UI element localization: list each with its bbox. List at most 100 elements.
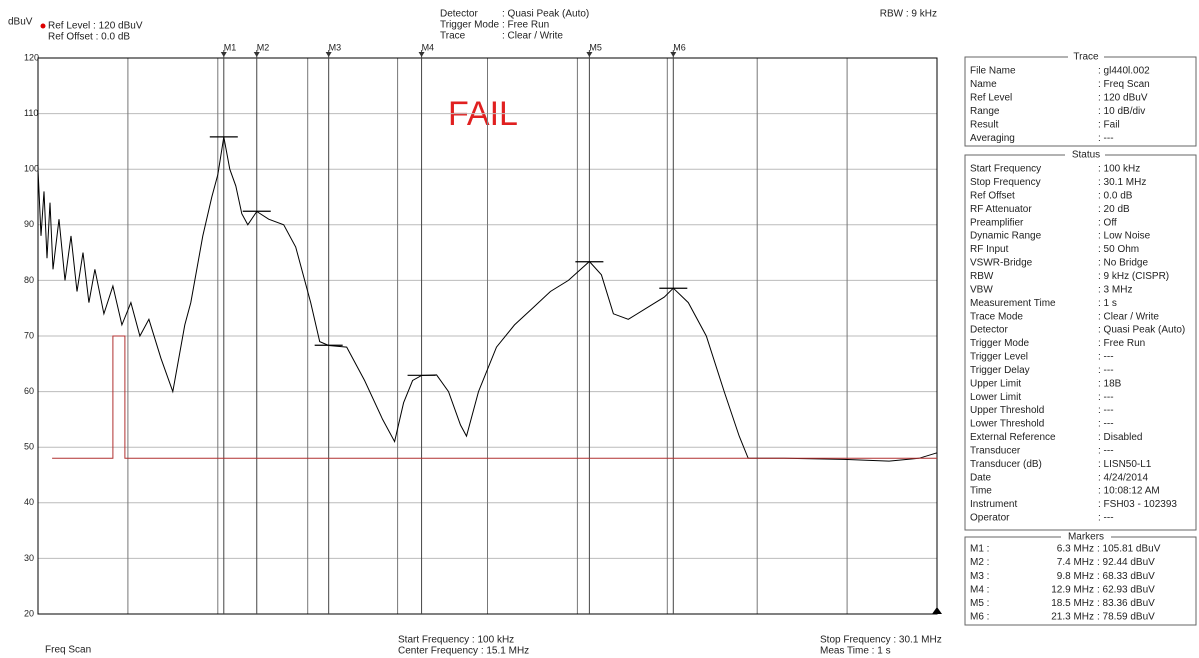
- y-tick-label: 120: [24, 52, 39, 62]
- marker-triangle: [325, 52, 332, 57]
- panel-value: : Quasi Peak (Auto): [1098, 325, 1185, 336]
- panel-label: Start Frequency: [970, 164, 1041, 175]
- end-arrow: [932, 607, 942, 614]
- y-tick-label: 80: [24, 275, 34, 285]
- panel-label: Trigger Mode: [970, 338, 1030, 349]
- panel-value: : Freq Scan: [1098, 79, 1150, 90]
- panel-value: : ---: [1098, 352, 1114, 363]
- ref-level: Ref Level : 120 dBuV: [48, 21, 143, 32]
- title-bg: [1068, 52, 1104, 62]
- panel-value: : 10 dB/div: [1098, 106, 1145, 117]
- panel-label: Detector: [970, 325, 1008, 336]
- panel-value: : Off: [1098, 217, 1117, 228]
- panel-value: : 30.1 MHz: [1098, 177, 1146, 188]
- panel-label: Preamplifier: [970, 217, 1024, 228]
- panel-value: : FSH03 - 102393: [1098, 499, 1177, 510]
- panel-label: Time: [970, 486, 992, 497]
- series-line: [52, 335, 937, 459]
- marker-name: M6: [673, 42, 686, 52]
- detector-label: Trigger Mode: [440, 20, 500, 31]
- footer-center: Center Frequency : 15.1 MHz: [398, 646, 529, 657]
- panel-value: : LISN50-L1: [1098, 459, 1152, 470]
- marker-table-name: M1 :: [970, 544, 989, 555]
- panel-label: Averaging: [970, 133, 1015, 144]
- detector-value: : Clear / Write: [502, 31, 563, 42]
- detector-value: : Quasi Peak (Auto): [502, 9, 589, 20]
- panel-label: Ref Level: [970, 93, 1012, 104]
- panel-label: RBW: [970, 271, 994, 282]
- footer-center: Start Frequency : 100 kHz: [398, 635, 514, 646]
- panel-value: : Disabled: [1098, 432, 1142, 443]
- marker-table-level: : 83.36 dBuV: [1097, 598, 1155, 609]
- marker-table-freq: 9.8 MHz: [1057, 571, 1094, 582]
- marker-table-name: M2 :: [970, 557, 989, 568]
- marker-triangle: [253, 52, 260, 57]
- series-line: [37, 136, 938, 462]
- panel-label: Transducer: [970, 445, 1021, 456]
- panel-label: Range: [970, 106, 1000, 117]
- panel-label: Ref Offset: [970, 190, 1015, 201]
- panel-label: RF Input: [970, 244, 1009, 255]
- marker-table-level: : 78.59 dBuV: [1097, 612, 1155, 623]
- y-tick-label: 50: [24, 442, 34, 452]
- y-tick-label: 70: [24, 330, 34, 340]
- y-tick-label: 100: [24, 164, 39, 174]
- marker-table-name: M5 :: [970, 598, 989, 609]
- panel-label: Trigger Level: [970, 352, 1028, 363]
- panel-label: Lower Threshold: [970, 419, 1044, 430]
- panel-value: : ---: [1098, 405, 1114, 416]
- panel-value: : 50 Ohm: [1098, 244, 1139, 255]
- marker-name: M4: [422, 42, 435, 52]
- y-tick-label: 60: [24, 386, 34, 396]
- marker-table-level: : 62.93 dBuV: [1097, 584, 1155, 595]
- rbw: RBW : 9 kHz: [880, 9, 937, 20]
- box-title: Markers: [1068, 532, 1104, 543]
- marker-table-name: M4 :: [970, 584, 989, 595]
- detector-label: Trace: [440, 31, 466, 42]
- panel-value: : Free Run: [1098, 338, 1145, 349]
- marker-table-freq: 7.4 MHz: [1057, 557, 1094, 568]
- marker-name: M3: [329, 42, 342, 52]
- panel-value: : 120 dBuV: [1098, 93, 1148, 104]
- marker-table-name: M6 :: [970, 612, 989, 623]
- panel-value: : 0.0 dB: [1098, 190, 1133, 201]
- marker-triangle: [670, 52, 677, 57]
- panel-label: Upper Threshold: [970, 405, 1044, 416]
- box-title: Status: [1072, 150, 1100, 161]
- marker-name: M2: [257, 42, 270, 52]
- y-tick-label: 40: [24, 497, 34, 507]
- panel-value: : 100 kHz: [1098, 164, 1140, 175]
- marker-triangle: [586, 52, 593, 57]
- panel-label: Trigger Delay: [970, 365, 1030, 376]
- title-bg: [1061, 532, 1111, 542]
- marker-table-name: M3 :: [970, 571, 989, 582]
- panel-value: : ---: [1098, 513, 1114, 524]
- plot-frame: [37, 57, 938, 615]
- marker-table-level: : 68.33 dBuV: [1097, 571, 1155, 582]
- panel-value: : ---: [1098, 419, 1114, 430]
- panel-value: : 18B: [1098, 378, 1122, 389]
- panel-value: : 4/24/2014: [1098, 472, 1148, 483]
- footer-right: Meas Time : 1 s: [820, 646, 891, 657]
- panel-value: : Fail: [1098, 120, 1120, 131]
- panel-value: : 9 kHz (CISPR): [1098, 271, 1169, 282]
- footer-left: Freq Scan: [45, 645, 91, 656]
- y-unit: dBuV: [8, 17, 33, 28]
- panel-label: VSWR-Bridge: [970, 258, 1033, 269]
- marker-name: M1: [224, 42, 237, 52]
- title-bg: [1065, 150, 1105, 160]
- marker-triangle: [220, 52, 227, 57]
- marker-name: M5: [589, 42, 602, 52]
- panel-label: Operator: [970, 513, 1010, 524]
- marker-table-level: : 105.81 dBuV: [1097, 544, 1161, 555]
- panel-value: : Clear / Write: [1098, 311, 1159, 322]
- panel-label: RF Attenuator: [970, 204, 1032, 215]
- y-tick-label: 30: [24, 553, 34, 563]
- marker-triangle: [418, 52, 425, 57]
- panel-label: Transducer (dB): [970, 459, 1042, 470]
- ref-offset: Ref Offset : 0.0 dB: [48, 32, 130, 43]
- panel-label: Measurement Time: [970, 298, 1056, 309]
- y-tick-label: 110: [24, 108, 38, 118]
- panel-label: Date: [970, 472, 992, 483]
